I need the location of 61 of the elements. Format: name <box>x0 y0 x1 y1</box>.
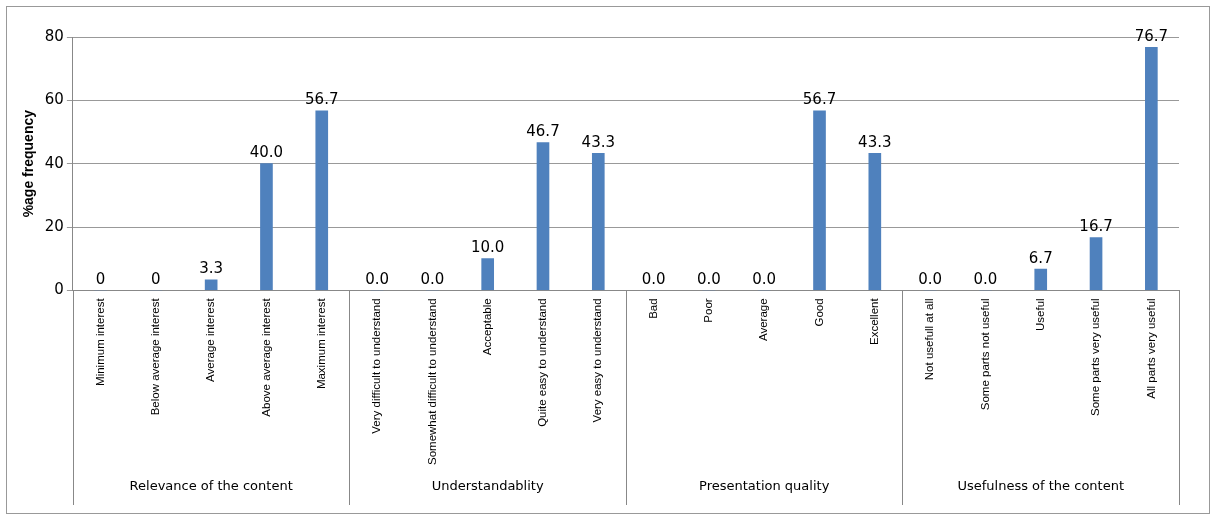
text: Understandablity <box>431 478 544 494</box>
x-tick-label: Below average interest <box>149 297 162 416</box>
data-label: 56.7 <box>305 90 339 109</box>
data-label: 46.7 <box>526 121 560 140</box>
x-tick-label: Somewhat difficult to understand <box>425 298 438 465</box>
data-label: 43.3 <box>581 132 615 151</box>
x-tick-label: Maximum interest <box>314 297 327 390</box>
bar <box>1089 237 1103 291</box>
bar <box>813 110 826 291</box>
data-label: 43.3 <box>858 132 892 151</box>
data-label: 0 <box>151 269 161 288</box>
text: Presentation quality <box>699 478 830 494</box>
x-tick-label: Very easy to understand <box>591 298 604 423</box>
data-label: 76.7 <box>1134 26 1169 45</box>
y-tick-label: 80 <box>44 26 64 45</box>
bar <box>591 152 605 291</box>
data-label: 10.0 <box>470 238 505 257</box>
data-label: 56.7 <box>802 90 837 109</box>
x-tick-label: Average <box>757 298 770 341</box>
bar <box>1145 47 1158 291</box>
data-label: 0.0 <box>420 269 445 288</box>
x-tick-label: Good <box>812 298 825 327</box>
bar <box>1034 268 1048 291</box>
data-label: 0.0 <box>918 269 943 288</box>
data-label: 0.0 <box>696 269 721 288</box>
text: Relevance of the content <box>129 478 293 494</box>
y-tick-label: 0 <box>54 280 64 299</box>
data-label: 40.0 <box>249 143 284 162</box>
data-label: 0.0 <box>365 269 389 288</box>
data-label: 6.7 <box>1028 248 1053 267</box>
bar <box>204 279 218 291</box>
bar <box>260 163 273 291</box>
data-label: 0.0 <box>641 269 666 288</box>
text: Usefulness of the content <box>957 478 1124 494</box>
x-tick-label: Very difficult to understand <box>370 298 383 434</box>
y-tick-label: 40 <box>44 153 64 172</box>
x-tick-label: Bad <box>646 298 659 319</box>
x-tick-label: Excellent <box>867 297 880 346</box>
bar <box>481 258 495 291</box>
y-tick-label: 20 <box>44 216 64 235</box>
x-tick-label: Quite easy to understand <box>536 298 549 427</box>
y-tick-label: 60 <box>44 90 64 109</box>
x-tick-label: Some parts not useful <box>978 298 991 411</box>
data-label: 0.0 <box>752 269 777 288</box>
data-label: 0 <box>95 269 106 288</box>
x-tick-label: Useful <box>1033 298 1046 331</box>
x-tick-label: Above average interest <box>259 297 272 417</box>
data-label: 3.3 <box>199 259 224 278</box>
bar <box>536 142 550 291</box>
x-tick-label: Poor <box>702 298 715 323</box>
bar <box>315 110 329 291</box>
bar <box>868 152 882 291</box>
data-label: 0.0 <box>973 269 998 288</box>
x-tick-label: Not usefull at all <box>923 298 936 381</box>
x-tick-label: Minimum interest <box>93 297 106 386</box>
x-tick-label: Average interest <box>204 297 217 382</box>
x-tick-label: Some parts very useful <box>1089 298 1102 416</box>
data-label: 16.7 <box>1079 216 1113 235</box>
y-axis-title: %age frequency <box>20 109 37 218</box>
x-tick-label: All parts very useful <box>1144 298 1157 399</box>
x-tick-label: Acceptable <box>480 298 493 356</box>
